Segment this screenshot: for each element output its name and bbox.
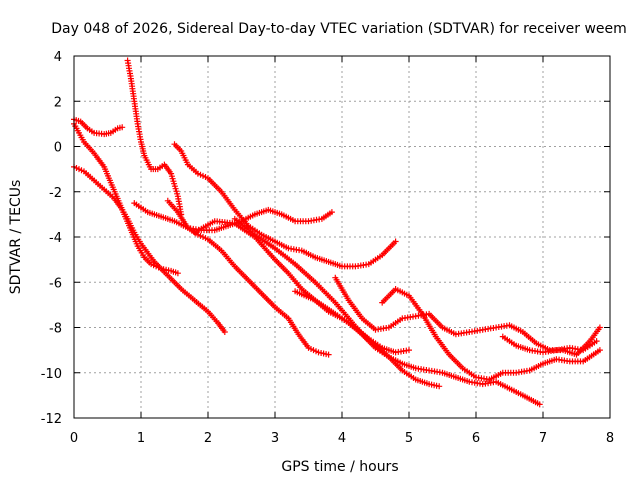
data-point: [596, 324, 603, 331]
y-tick-label: 2: [54, 95, 62, 110]
data-point: [119, 124, 126, 131]
y-tick-label: -10: [41, 367, 62, 382]
axis-ticks: 0 1 2 3 4 5 6 7 8 4 2 0 -2 -4 -6 -8 -10 -12: [41, 50, 614, 446]
x-tick-label: 2: [204, 431, 212, 446]
data-point: [174, 270, 181, 277]
x-tick-label: 5: [405, 431, 413, 446]
y-tick-label: 4: [54, 50, 62, 65]
y-tick-label: -2: [49, 186, 62, 201]
x-tick-label: 0: [70, 431, 78, 446]
data-point: [325, 351, 332, 358]
series-line: [73, 166, 226, 333]
data-point: [436, 383, 443, 390]
data-point: [221, 329, 228, 335]
series-arc-c: [71, 163, 228, 335]
y-tick-label: 0: [54, 141, 62, 156]
x-tick-label: 4: [338, 431, 346, 446]
data-point: [392, 238, 399, 245]
x-tick-label: 1: [137, 431, 145, 446]
series-arc-k: [332, 274, 603, 358]
series-arc-j: [292, 288, 543, 408]
data-point: [406, 347, 412, 354]
series-arc-d: [124, 57, 185, 218]
data-series: [71, 57, 603, 408]
data-point: [596, 347, 603, 354]
x-tick-label: 3: [271, 431, 279, 446]
y-tick-label: -6: [49, 276, 62, 291]
series-arc-b: [71, 120, 181, 277]
x-tick-label: 8: [606, 431, 614, 446]
gridlines: [74, 56, 610, 418]
x-tick-label: 6: [472, 431, 480, 446]
series-arc-g: [164, 197, 332, 358]
series-arc-i: [231, 215, 443, 390]
y-tick-label: -8: [49, 322, 62, 337]
chart-title: Day 048 of 2026, Sidereal Day-to-day VTE…: [51, 21, 627, 37]
series-arc-l: [379, 286, 603, 383]
y-axis-label: SDTVAR / TECUs: [8, 180, 24, 295]
data-point: [536, 401, 543, 408]
series-arc-m: [499, 333, 600, 356]
data-point: [593, 338, 600, 345]
x-tick-label: 7: [539, 431, 547, 446]
series-arc-f: [171, 141, 399, 270]
y-tick-label: -4: [49, 231, 62, 246]
data-point: [328, 209, 335, 216]
y-tick-label: -12: [41, 412, 62, 427]
x-axis-label: GPS time / hours: [281, 459, 398, 475]
